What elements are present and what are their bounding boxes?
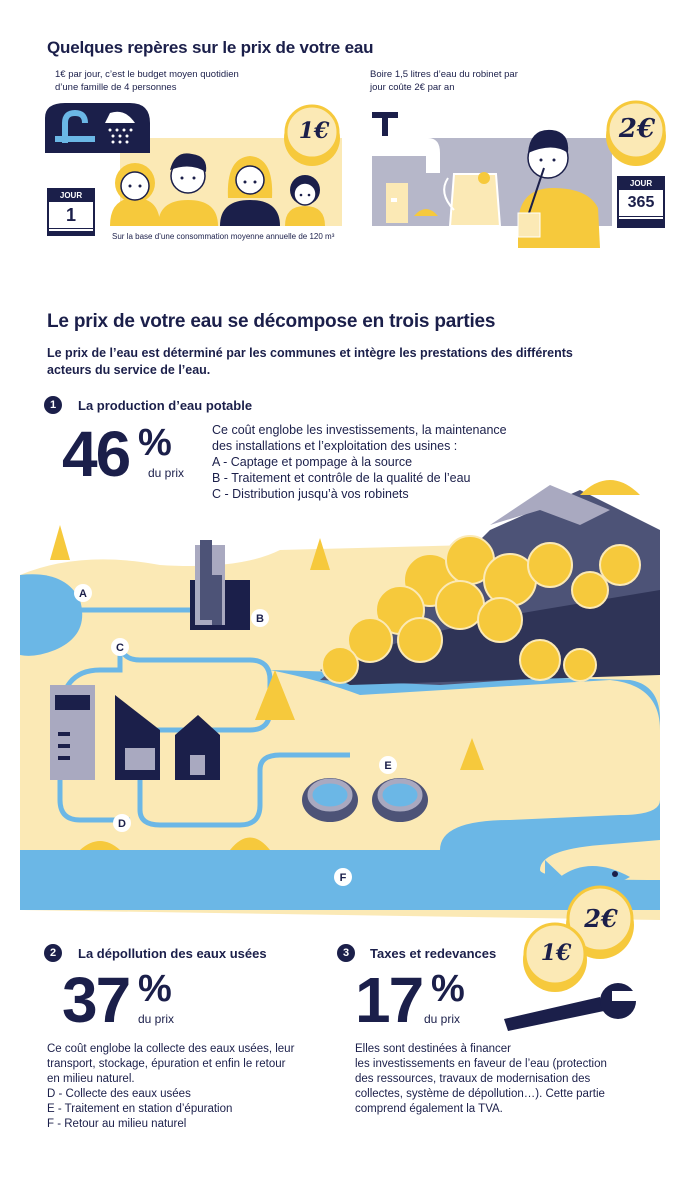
part3-badge: 3 — [337, 944, 355, 962]
part1-percent-label: du prix — [148, 466, 185, 480]
part3-title: Taxes et redevances — [370, 946, 497, 961]
part1-description: Ce coût englobe les investissements, la … — [212, 423, 507, 501]
map-label-b: B — [256, 613, 264, 625]
person-child-icon — [285, 175, 325, 226]
coin-2-euro-icon — [606, 100, 666, 166]
person-boy-icon — [158, 153, 218, 226]
part2-percent-number: 37 — [62, 964, 131, 1036]
carafe-icon — [443, 172, 502, 227]
coin-2-label: 2€ — [618, 114, 656, 144]
part1-percent-number: 46 — [62, 418, 131, 490]
lemon-icon — [414, 209, 438, 216]
calendar-day-365: JOUR 365 — [617, 176, 665, 228]
footnote: Sur la base d’une consommation moyenne a… — [112, 232, 335, 241]
part3-percent-number: 17 — [355, 964, 424, 1036]
shower-blob — [45, 103, 150, 153]
wrench-icon — [504, 983, 638, 1031]
tap-icon — [372, 112, 440, 173]
coin-1-euro-small-icon — [523, 922, 587, 992]
part2-badge: 2 — [44, 944, 62, 962]
part1-badge: 1 — [44, 396, 62, 414]
coins-wrench-illustration — [504, 885, 638, 1031]
treatment-station-icon — [302, 778, 428, 822]
factory-icon — [190, 540, 250, 630]
section-title: Le prix de votre eau se décompose en tro… — [47, 311, 496, 332]
drinking-illustration — [372, 100, 666, 248]
part1-percent-sign: % — [138, 422, 172, 464]
person-drinking-icon — [517, 129, 600, 248]
part2-percent-label: du prix — [138, 1012, 175, 1026]
water-cycle-map: A B C D E F — [20, 480, 660, 920]
part3-coin-2-label: 2€ — [584, 904, 618, 933]
part2-description: Ce coût englobe la collecte des eaux usé… — [47, 1043, 295, 1130]
river — [20, 670, 660, 910]
shower-icon — [55, 109, 135, 144]
section-intro: Le prix de l’eau est déterminé par les c… — [47, 346, 573, 377]
fish-icon — [545, 860, 630, 895]
mountain-snow — [490, 485, 610, 525]
person-girl-icon — [110, 163, 160, 226]
part3-percent-sign: % — [431, 968, 465, 1010]
map-label-a: A — [79, 588, 87, 600]
forest-trees — [321, 535, 641, 684]
buildings-icon — [50, 685, 220, 780]
map-labels: A B C D E F — [74, 584, 397, 886]
left-panel-text: 1€ par jour, c’est le budget moyen quoti… — [55, 69, 239, 93]
page-title: Quelques repères sur le prix de votre ea… — [47, 38, 374, 57]
part3-percent-label: du prix — [424, 1012, 461, 1026]
person-woman-icon — [220, 156, 280, 226]
map-label-c: C — [116, 642, 124, 654]
sun-icon — [580, 480, 640, 495]
part1-title: La production d’eau potable — [78, 398, 253, 413]
map-label-e: E — [384, 760, 391, 772]
part3-description: Elles sont destinées à financer les inve… — [355, 1043, 607, 1115]
small-trees — [50, 525, 484, 850]
family-illustration — [45, 103, 342, 226]
glass-icon — [386, 183, 408, 223]
part2-percent-sign: % — [138, 968, 172, 1010]
coin-1-label: 1€ — [298, 118, 330, 144]
map-label-d: D — [118, 818, 126, 830]
coin-1-euro-icon — [284, 104, 340, 166]
part3-coin-1-label: 1€ — [540, 940, 572, 966]
calendar-day-1: JOUR 1 — [47, 188, 95, 236]
map-label-f: F — [340, 872, 347, 884]
lake — [20, 574, 83, 656]
right-panel-text: Boire 1,5 litres d’eau du robinet par jo… — [370, 69, 518, 93]
part2-title: La dépollution des eaux usées — [78, 946, 267, 961]
